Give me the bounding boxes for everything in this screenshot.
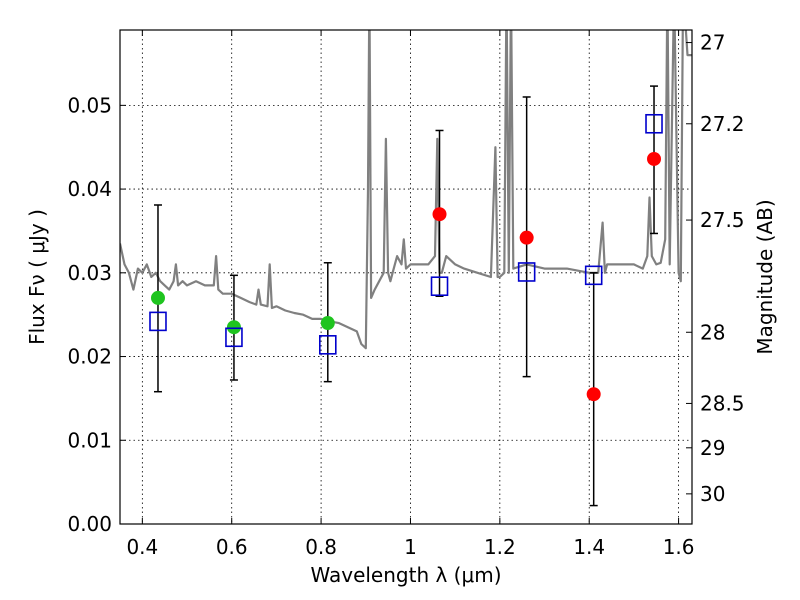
right-axis-label: Magnitude (AB): [753, 199, 777, 354]
y-tick-label: 0.05: [67, 93, 112, 117]
observed-flux-point: [432, 207, 447, 222]
x-tick-label: 1: [404, 535, 417, 559]
right-tick-label: 30: [700, 482, 725, 506]
x-tick-label: 0.8: [305, 535, 337, 559]
model-flux-square: [645, 113, 663, 134]
right-tick-label: 27.5: [700, 208, 745, 232]
right-tick-label: 28: [700, 320, 725, 344]
right-tick-label: 28.5: [700, 391, 745, 415]
model-flux-square: [517, 262, 536, 282]
right-tick-label: 27.2: [700, 112, 745, 136]
plot-area: [120, 30, 692, 507]
x-tick-label: 1.6: [663, 535, 695, 559]
right-tick-label: 27: [700, 31, 725, 55]
y-tick-label: 0.04: [67, 177, 112, 201]
x-tick-label: 1.2: [484, 535, 516, 559]
y-tick-label: 0.03: [67, 261, 112, 285]
y-tick-label: 0.01: [67, 428, 112, 452]
observed-flux-point: [647, 151, 662, 166]
observed-flux-point: [320, 316, 335, 331]
x-axis-label: Wavelength λ (μm): [310, 563, 501, 587]
model-spectrum-line: [120, 30, 692, 350]
plot-frame: [119, 29, 693, 525]
model-flux-square: [318, 335, 337, 355]
model-flux-square: [430, 276, 449, 297]
model-flux-square: [225, 327, 243, 348]
model-flux-square: [584, 265, 603, 286]
observed-flux-point: [519, 230, 534, 245]
x-tick-label: 0.4: [126, 535, 158, 559]
grid: [120, 30, 692, 524]
right-tick-label: 29: [700, 436, 725, 460]
x-tick-label: 1.4: [573, 535, 605, 559]
model-flux-square: [149, 311, 167, 332]
y-tick-label: 0.02: [67, 345, 112, 369]
observed-flux-point: [226, 320, 241, 335]
observed-flux-point: [150, 290, 165, 305]
y-axis-label: Flux Fν ( μJy ): [25, 209, 49, 345]
x-tick-label: 0.6: [216, 535, 248, 559]
axis-ticks: 0.4 0.6 0.8 1 1.2 1.4 1.6 0.00 0.01 0.02 0.03 0.04 0…: [67, 30, 745, 559]
observed-flux-point: [586, 387, 601, 402]
y-tick-label: 0.00: [67, 512, 112, 536]
